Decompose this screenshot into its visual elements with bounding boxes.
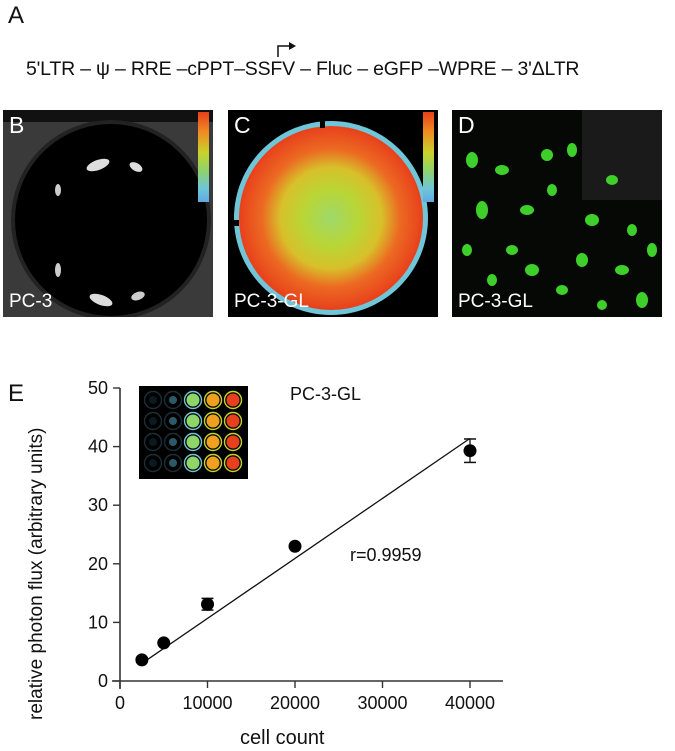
regression-line	[141, 437, 471, 664]
well-image	[3, 110, 213, 317]
svg-text:40: 40	[88, 437, 108, 457]
axis-ticks: 0 10 20 30 40 50 0 10000 20000 30000 40000	[88, 378, 495, 713]
bioluminescence-well	[233, 120, 428, 315]
panel-b-image: B PC-3	[3, 110, 213, 317]
colorbar	[423, 112, 434, 202]
colorbar	[198, 112, 209, 202]
vector-construct-diagram: 5'LTR – ψ – RRE –cPPT–SSFV – Fluc – eGFP…	[26, 58, 580, 80]
panel-a-letter: A	[8, 2, 25, 29]
svg-text:10: 10	[88, 612, 108, 632]
panel-c-letter: C	[234, 112, 251, 138]
plate-inset-image	[139, 386, 248, 479]
chart-title: PC-3-GL	[290, 384, 362, 404]
data-points	[135, 438, 477, 667]
data-point	[463, 444, 477, 458]
panel-c-image: C PC-3-GL	[228, 110, 438, 317]
svg-text:30: 30	[88, 495, 108, 515]
panel-b-caption: PC-3	[9, 291, 53, 312]
data-point	[201, 597, 214, 611]
x-axis-label: cell count	[240, 727, 325, 749]
svg-text:0: 0	[98, 671, 108, 691]
panel-d-caption: PC-3-GL	[458, 291, 533, 312]
data-point	[288, 539, 302, 553]
svg-text:20: 20	[88, 554, 108, 574]
svg-text:0: 0	[115, 693, 125, 713]
data-point	[157, 636, 171, 650]
panel-c-caption: PC-3-GL	[234, 291, 309, 312]
well-plate-heatmap	[143, 390, 243, 473]
panel-d-image: D PC-3-GL	[452, 110, 662, 317]
panel-b-letter: B	[9, 112, 25, 138]
svg-text:40000: 40000	[445, 693, 495, 713]
svg-text:30000: 30000	[357, 693, 407, 713]
right-angle-arrow-icon	[277, 42, 296, 57]
panel-d-letter: D	[458, 112, 475, 138]
panel-e-letter: E	[8, 380, 25, 407]
svg-text:10000: 10000	[182, 693, 232, 713]
chart-axes	[112, 388, 503, 689]
svg-text:20000: 20000	[270, 693, 320, 713]
data-point	[135, 653, 149, 667]
fluorescence-micrograph	[462, 110, 662, 310]
svg-text:50: 50	[88, 378, 108, 398]
correlation-annotation: r=0.9959	[350, 545, 422, 565]
